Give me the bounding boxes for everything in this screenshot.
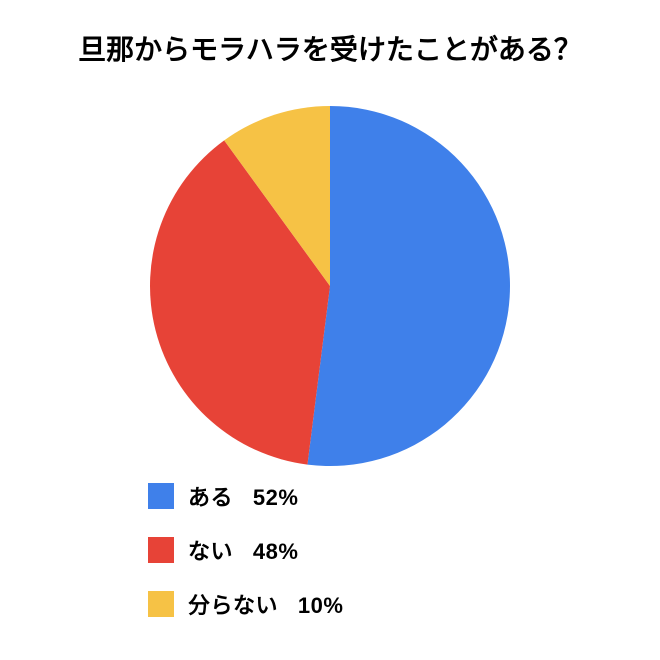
legend-swatch xyxy=(148,537,174,563)
legend-swatch xyxy=(148,591,174,617)
pie-chart xyxy=(140,96,520,481)
legend-swatch xyxy=(148,483,174,509)
legend-label: ある 52% xyxy=(188,480,298,512)
legend-item: ある 52% xyxy=(148,480,343,512)
pie-slice xyxy=(307,106,510,466)
legend: ある 52% ない 48% 分らない 10% xyxy=(148,480,343,642)
legend-item: 分らない 10% xyxy=(148,588,343,620)
chart-title: 旦那からモラハラを受けたことがある？ xyxy=(0,28,660,68)
legend-item: ない 48% xyxy=(148,534,343,566)
legend-label: 分らない 10% xyxy=(188,588,343,620)
legend-label: ない 48% xyxy=(188,534,298,566)
